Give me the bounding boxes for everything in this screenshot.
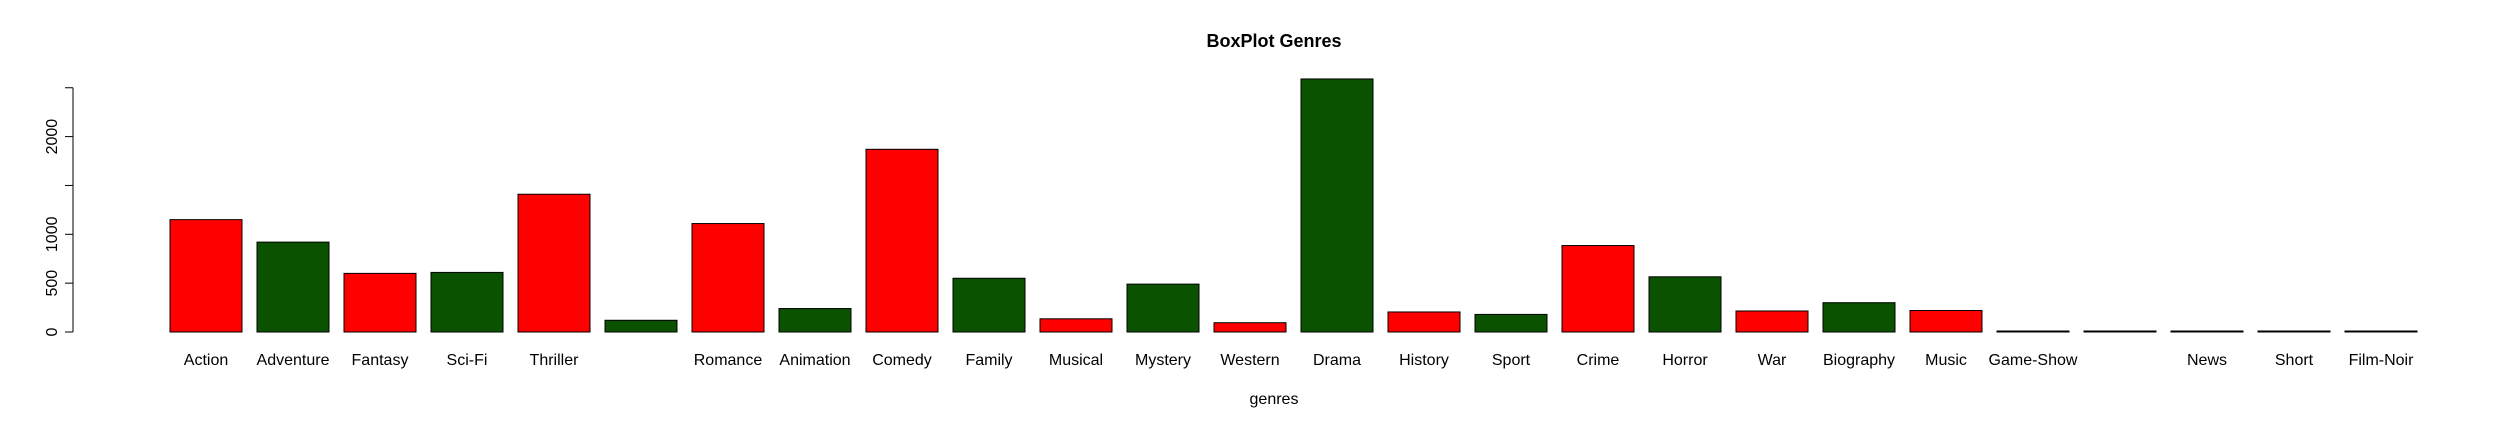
chart-title: BoxPlot Genres: [1206, 31, 1341, 51]
x-tick-label: Short: [2275, 352, 2314, 369]
x-tick-label: Game-Show: [1989, 352, 2078, 369]
bar-comedy: [865, 148, 939, 333]
bar-musical: [1039, 318, 1113, 333]
x-tick-label: Fantasy: [352, 352, 409, 369]
x-tick-label: Comedy: [872, 352, 932, 369]
bar-biography: [1822, 302, 1896, 333]
x-tick-label: Mystery: [1135, 352, 1191, 369]
x-tick-label: News: [2187, 352, 2227, 369]
bar-news: [2170, 330, 2244, 333]
bar-unlabeled-22: [2083, 330, 2157, 333]
x-tick-label: Adventure: [257, 352, 330, 369]
x-tick-label: Crime: [1577, 352, 1620, 369]
x-tick-labels: Action Adventure Fantasy Sci-Fi Thriller Roma…: [184, 352, 2414, 369]
bar-action: [169, 219, 243, 333]
x-tick-label: Thriller: [530, 352, 580, 369]
bar-sci-fi: [430, 271, 504, 333]
y-tick-label: 0: [44, 327, 61, 336]
y-tick-label: 1000: [44, 216, 61, 252]
bar-sport: [1474, 313, 1548, 333]
x-tick-label: Horror: [1662, 352, 1708, 369]
x-tick-label: Biography: [1823, 352, 1895, 369]
y-tick-label: 2000: [44, 119, 61, 155]
bar-mystery: [1126, 283, 1200, 333]
bar-fantasy: [343, 272, 417, 333]
x-tick-label: Romance: [694, 352, 763, 369]
bar-history: [1387, 311, 1461, 333]
bar-thriller: [517, 193, 591, 333]
bar-western: [1213, 322, 1287, 333]
x-tick-label: Drama: [1313, 352, 1361, 369]
x-tick-label: Musical: [1049, 352, 1103, 369]
x-tick-label: History: [1399, 352, 1449, 369]
bar-film-noir: [2344, 330, 2418, 333]
x-tick-label: Animation: [779, 352, 850, 369]
x-tick-label: Action: [184, 352, 228, 369]
bar-short: [2257, 330, 2331, 333]
bar-adventure: [256, 241, 330, 333]
bar-unlabeled-5: [604, 319, 678, 333]
bar-crime: [1561, 245, 1635, 333]
x-tick-label: Music: [1925, 352, 1967, 369]
x-axis-label: genres: [1250, 391, 1299, 408]
x-tick-label: Sci-Fi: [447, 352, 488, 369]
bar-drama: [1300, 78, 1374, 333]
y-tick-label: 500: [44, 270, 61, 297]
bars: [169, 78, 2418, 333]
bar-music: [1909, 310, 1983, 333]
bar-war: [1735, 310, 1809, 333]
bar-horror: [1648, 276, 1722, 333]
x-tick-label: War: [1758, 352, 1787, 369]
y-axis: 0 500 1000 2000: [44, 87, 74, 336]
x-tick-label: Sport: [1492, 352, 1531, 369]
x-tick-label: Film-Noir: [2349, 352, 2415, 369]
bar-animation: [778, 308, 852, 333]
bar-game-show: [1996, 330, 2070, 333]
x-tick-label: Western: [1220, 352, 1279, 369]
x-tick-label: Family: [965, 352, 1012, 369]
bar-romance: [691, 223, 765, 333]
bar-family: [952, 277, 1026, 333]
